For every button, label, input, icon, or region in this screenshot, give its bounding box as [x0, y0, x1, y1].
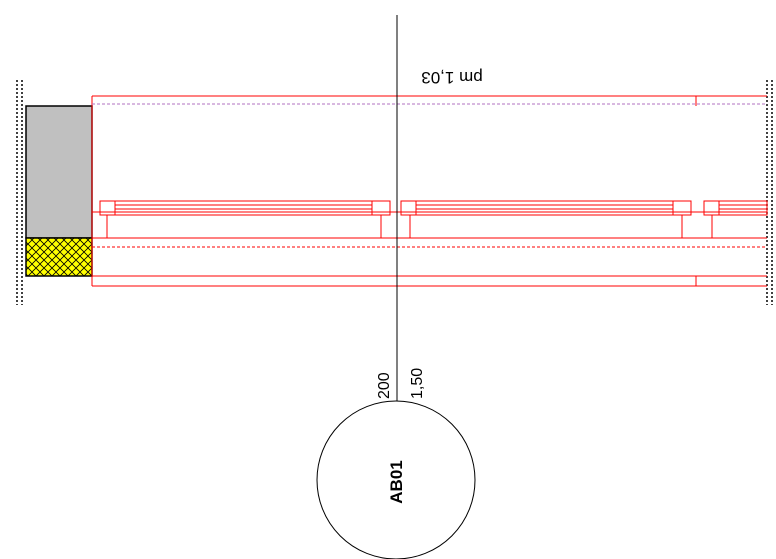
window-pane-3	[703, 200, 768, 238]
level-label: pm 1,03	[421, 68, 482, 87]
window-pane-1	[99, 200, 391, 238]
right-boundary-dotted	[766, 80, 773, 305]
window-frame-outline	[91, 95, 767, 287]
circle-tag-label: AB01	[387, 460, 406, 503]
reference-circle	[316, 400, 476, 559]
window-pane-2	[400, 200, 692, 238]
insulation-hatch	[25, 237, 93, 277]
left-boundary-dotted	[16, 80, 23, 305]
dimension-label-right: 1,50	[409, 368, 426, 399]
wall-block-gray	[25, 105, 93, 239]
dimension-label-left: 200	[376, 372, 393, 399]
